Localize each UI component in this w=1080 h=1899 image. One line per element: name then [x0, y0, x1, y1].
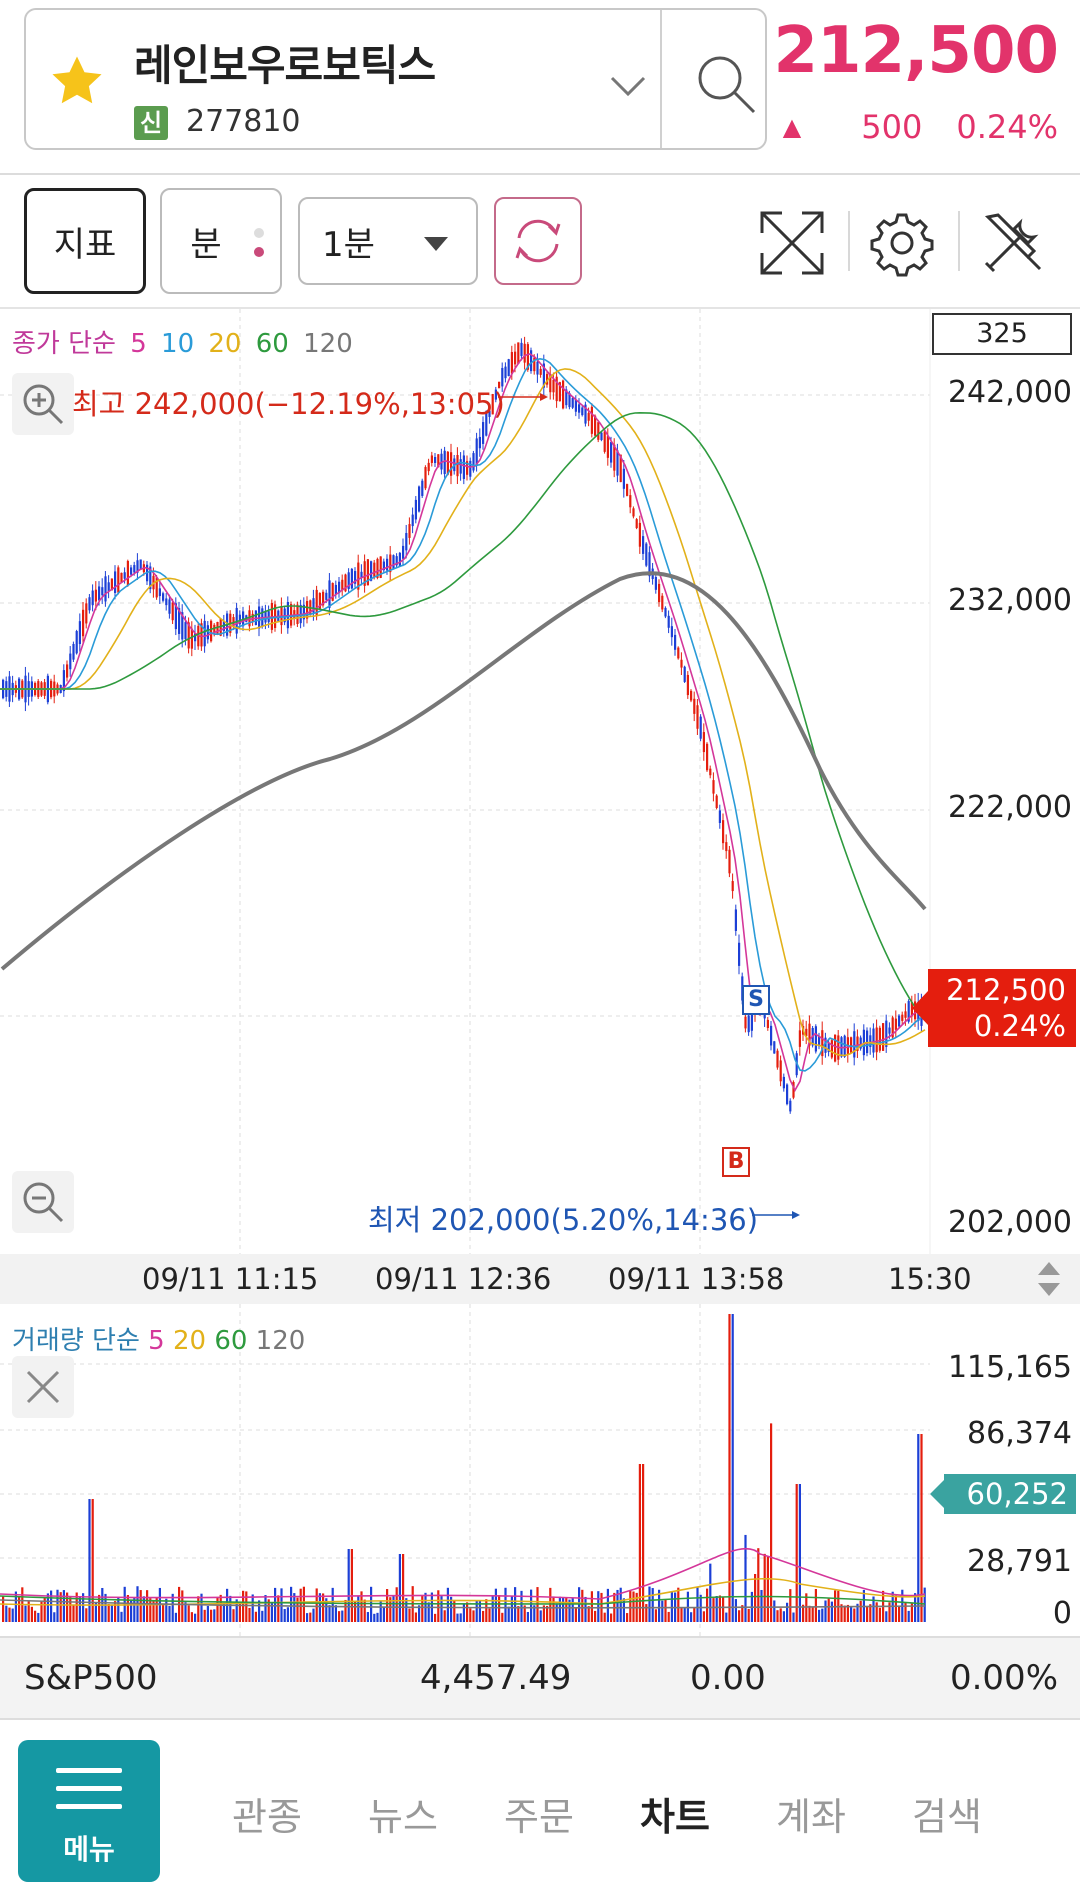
nav-news[interactable]: 뉴스: [368, 1795, 438, 1839]
sell-signal-marker[interactable]: S: [742, 985, 770, 1015]
legend-ma20: 20: [208, 329, 242, 359]
change-percent: 0.24%: [956, 108, 1058, 146]
period-select[interactable]: 1분: [298, 197, 478, 285]
time-label: 15:30: [888, 1262, 972, 1296]
volume-bars[interactable]: [0, 1304, 1080, 1636]
current-price-tag: 212,500 0.24%: [912, 969, 1076, 1047]
period-value: 1분: [322, 224, 375, 265]
nav-account[interactable]: 계좌: [776, 1795, 846, 1839]
stock-code: 277810: [186, 104, 301, 139]
nav-search[interactable]: 검색: [912, 1795, 982, 1839]
y-label: 222,000: [947, 790, 1072, 825]
legend-ma60: 60: [255, 329, 289, 359]
divider: [660, 10, 662, 148]
legend-ma120: 120: [255, 1326, 306, 1356]
divider: [848, 211, 850, 271]
y-label: 202,000: [947, 1205, 1072, 1240]
stock-selector[interactable]: 레인보우로보틱스 신 277810: [24, 8, 767, 150]
legend-prefix: 종가 단순: [12, 329, 116, 359]
index-name: S&P500: [24, 1658, 158, 1698]
candlestick-chart[interactable]: [0, 309, 1080, 1254]
divider: [0, 173, 1080, 175]
zoom-in-icon: [23, 384, 64, 425]
bottom-navigation: 메뉴 관종 뉴스 주문 차트 계좌 검색: [0, 1720, 1080, 1899]
minute-type-button[interactable]: 분: [160, 188, 282, 294]
time-label: 09/11 11:15: [142, 1262, 319, 1296]
divider: [0, 307, 1080, 309]
count-box[interactable]: 325: [932, 313, 1072, 355]
current-volume-tag: 60,252: [930, 1474, 1076, 1514]
y-label: 242,000: [947, 375, 1072, 410]
price-chart[interactable]: 종가 단순 5 10 20 60 120 325 최고 242,000(−12.…: [0, 309, 1080, 1254]
hamburger-icon: [56, 1768, 122, 1822]
menu-label: 메뉴: [63, 1833, 115, 1866]
change-value: 500: [861, 108, 923, 146]
price-change: ▲ 500 0.24%: [783, 108, 1058, 146]
time-label: 09/11 13:58: [608, 1262, 785, 1296]
zoom-out-icon: [23, 1182, 64, 1223]
menu-button[interactable]: 메뉴: [18, 1740, 160, 1882]
time-axis: 09/11 11:15 09/11 12:36 09/11 13:58 15:3…: [0, 1254, 1080, 1304]
dots-icon: [254, 228, 264, 266]
low-label: 최저 202,000(5.20%,14:36): [368, 1203, 759, 1237]
index-change-percent: 0.00%: [949, 1658, 1058, 1698]
current-price: 212,500: [773, 14, 1059, 88]
nav-watchlist[interactable]: 관종: [232, 1795, 302, 1839]
time-label: 09/11 12:36: [375, 1262, 552, 1296]
volume-chart[interactable]: 거래량 단순 5 20 60 120 115,165 86,374 28,791…: [0, 1304, 1080, 1636]
legend-ma5: 5: [148, 1326, 165, 1356]
legend-ma20: 20: [172, 1326, 207, 1356]
legend-ma5: 5: [130, 329, 147, 359]
refresh-button[interactable]: [494, 197, 582, 285]
refresh-icon: [515, 219, 561, 263]
indicator-button[interactable]: 지표: [24, 188, 146, 294]
volume-y-label: 28,791: [967, 1544, 1072, 1579]
gear-icon[interactable]: [862, 203, 942, 283]
index-value: 4,457.49: [420, 1658, 572, 1698]
volume-y-label: 86,374: [967, 1416, 1072, 1451]
stock-name: 레인보우로보틱스: [134, 41, 436, 90]
credit-badge: 신: [134, 106, 168, 140]
legend-ma120: 120: [303, 329, 353, 359]
legend-ma10: 10: [161, 329, 195, 359]
tools-icon[interactable]: [974, 203, 1054, 283]
volume-y-label: 115,165: [947, 1350, 1072, 1385]
zoom-out-button[interactable]: [12, 1171, 74, 1233]
minute-label: 분: [190, 224, 222, 265]
search-icon[interactable]: [686, 46, 766, 126]
caret-down-icon: [424, 237, 448, 251]
close-volume-button[interactable]: [12, 1356, 74, 1418]
legend-ma60: 60: [214, 1326, 248, 1356]
zoom-in-button[interactable]: [12, 373, 74, 435]
current-price-percent: 0.24%: [973, 1009, 1066, 1043]
y-label: 232,000: [947, 583, 1072, 618]
divider: [958, 211, 960, 271]
close-icon: [26, 1370, 60, 1404]
index-change: 0.00: [690, 1658, 766, 1698]
stock-header: 레인보우로보틱스 신 277810 212,500 ▲ 500 0.24%: [0, 0, 1080, 173]
buy-signal-marker[interactable]: B: [722, 1147, 750, 1177]
current-price-value: 212,500: [946, 973, 1066, 1007]
volume-legend: 거래량 단순 5 20 60 120: [12, 1320, 305, 1357]
favorite-star-icon[interactable]: [46, 50, 108, 112]
up-triangle-icon: ▲: [782, 113, 802, 141]
fullscreen-icon[interactable]: [752, 203, 832, 283]
nav-order[interactable]: 주문: [504, 1795, 574, 1839]
legend-prefix: 거래량 단순: [12, 1326, 140, 1356]
resize-handle-icon[interactable]: [1034, 1258, 1064, 1300]
price-legend: 종가 단순 5 10 20 60 120: [12, 323, 359, 360]
chevron-down-icon[interactable]: [606, 68, 650, 104]
high-label: 최고 242,000(−12.19%,13:05): [72, 387, 505, 421]
nav-chart[interactable]: 차트: [640, 1795, 710, 1839]
chart-toolbar: 지표 분 1분: [0, 175, 1080, 307]
volume-y-label: 0: [1052, 1596, 1072, 1631]
index-ticker[interactable]: S&P500 4,457.49 0.00 0.00%: [0, 1636, 1080, 1720]
